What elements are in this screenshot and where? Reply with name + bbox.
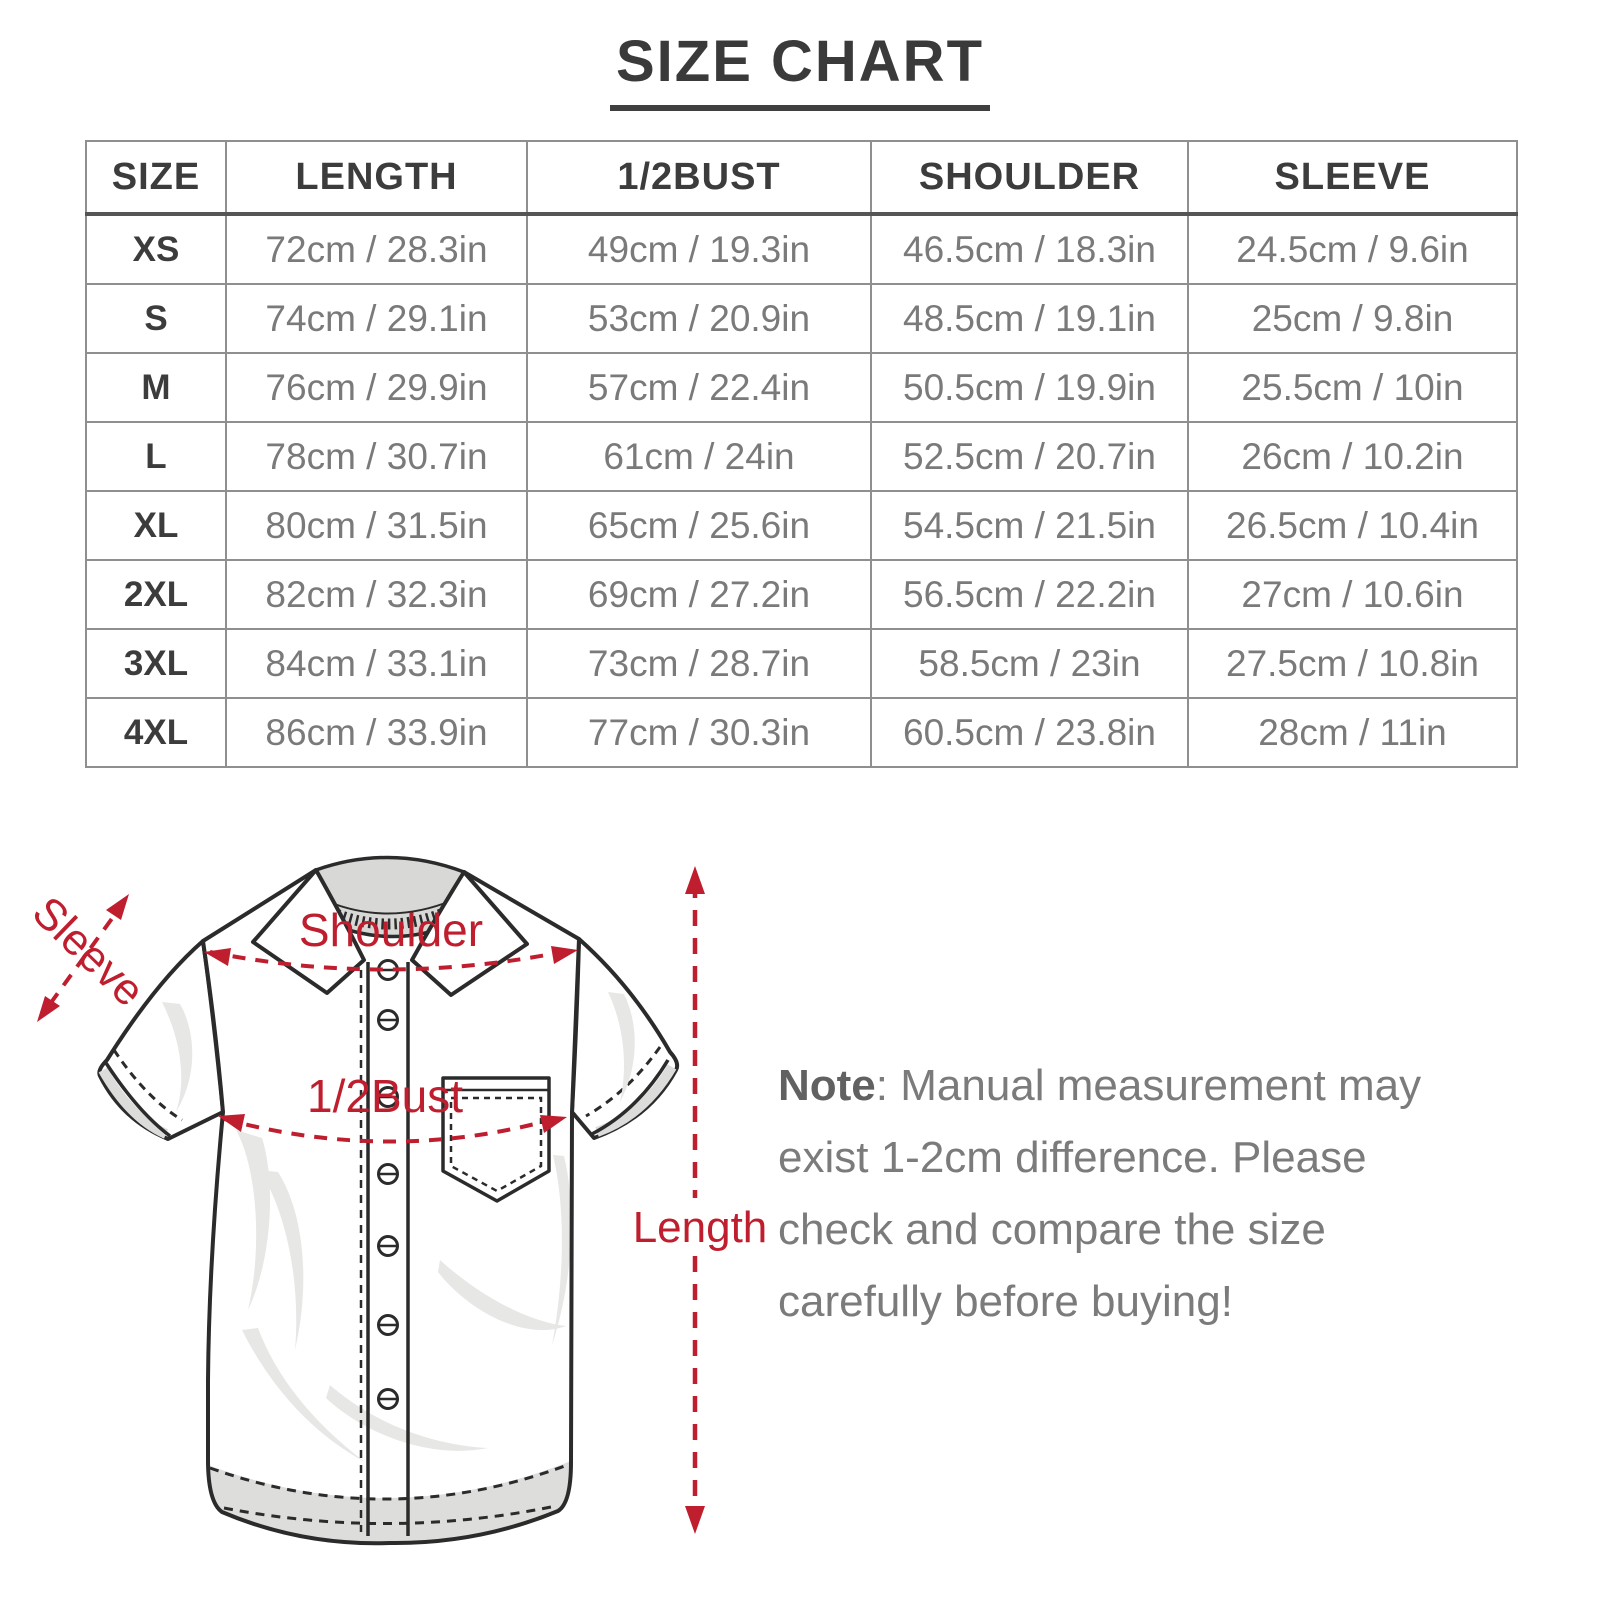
- page-title: SIZE CHART: [610, 28, 990, 111]
- value-cell: 77cm / 30.3in: [526, 697, 872, 768]
- shirt-body-outline: [201, 868, 581, 1546]
- value-cell: 73cm / 28.7in: [526, 628, 872, 699]
- table-row: 3XL 84cm / 33.1in 73cm / 28.7in 58.5cm / 23…: [85, 628, 1518, 699]
- value-cell: 84cm / 33.1in: [225, 628, 528, 699]
- value-cell: 60.5cm / 23.8in: [870, 697, 1189, 768]
- value-cell: 53cm / 20.9in: [526, 283, 872, 354]
- shirt-body: [203, 858, 579, 1544]
- column-header: SIZE: [85, 140, 227, 216]
- value-cell: 74cm / 29.1in: [225, 283, 528, 354]
- collar: [251, 868, 529, 997]
- value-cell: 76cm / 29.9in: [225, 352, 528, 423]
- table-row: L 78cm / 30.7in 61cm / 24in 52.5cm / 20.7in…: [85, 421, 1518, 492]
- table-row: 4XL 86cm / 33.9in 77cm / 30.3in 60.5cm / 23…: [85, 697, 1518, 768]
- note-label: Note: [778, 1061, 876, 1110]
- length-measure-arrow: [685, 866, 705, 1534]
- length-measure-label: Length: [633, 1203, 768, 1252]
- button-placket: [359, 962, 410, 1536]
- value-cell: 65cm / 25.6in: [526, 490, 872, 561]
- shirt-buttons: [377, 959, 399, 1410]
- fabric-wrinkles: [162, 992, 635, 1462]
- size-cell: L: [85, 421, 227, 492]
- note-text: : Manual measurement may: [875, 1061, 1422, 1110]
- column-header: SHOULDER: [870, 140, 1189, 216]
- size-cell: M: [85, 352, 227, 423]
- value-cell: 28cm / 11in: [1187, 697, 1518, 768]
- shirt-measurement-diagram: Sleeve Shoulder 1/2Bust Length: [23, 855, 768, 1546]
- value-cell: 26.5cm / 10.4in: [1187, 490, 1518, 561]
- shoulder-measure-label: Shoulder: [299, 904, 483, 956]
- value-cell: 49cm / 19.3in: [526, 213, 872, 285]
- value-cell: 26cm / 10.2in: [1187, 421, 1518, 492]
- note-line: carefully before buying!: [778, 1277, 1233, 1326]
- note-line: Note: Manual measurement may: [778, 1050, 1478, 1122]
- value-cell: 58.5cm / 23in: [870, 628, 1189, 699]
- value-cell: 25.5cm / 10in: [1187, 352, 1518, 423]
- shoulder-measure-arrow: [204, 946, 578, 972]
- value-cell: 54.5cm / 21.5in: [870, 490, 1189, 561]
- chest-pocket: [441, 1076, 551, 1203]
- column-header: LENGTH: [225, 140, 528, 216]
- value-cell: 69cm / 27.2in: [526, 559, 872, 630]
- value-cell: 27.5cm / 10.8in: [1187, 628, 1518, 699]
- value-cell: 48.5cm / 19.1in: [870, 283, 1189, 354]
- note-line: exist 1-2cm difference. Please: [778, 1133, 1367, 1182]
- column-header: 1/2BUST: [526, 140, 872, 216]
- sleeve-measure-arrow: [37, 894, 129, 1022]
- note-block: Note: Manual measurement may exist 1-2cm…: [778, 1050, 1478, 1338]
- value-cell: 50.5cm / 19.9in: [870, 352, 1189, 423]
- size-cell: XL: [85, 490, 227, 561]
- size-cell: XS: [85, 213, 227, 285]
- size-table-header-row: SIZE LENGTH 1/2BUST SHOULDER SLEEVE: [85, 140, 1518, 216]
- value-cell: 80cm / 31.5in: [225, 490, 528, 561]
- table-row: XL 80cm / 31.5in 65cm / 25.6in 54.5cm / 21.…: [85, 490, 1518, 561]
- value-cell: 86cm / 33.9in: [225, 697, 528, 768]
- value-cell: 78cm / 30.7in: [225, 421, 528, 492]
- note-line: check and compare the size: [778, 1205, 1326, 1254]
- size-cell: 2XL: [85, 559, 227, 630]
- table-row: S 74cm / 29.1in 53cm / 20.9in 48.5cm / 19.1…: [85, 283, 1518, 354]
- table-row: XS 72cm / 28.3in 49cm / 19.3in 46.5cm / 18.…: [85, 213, 1518, 285]
- table-row: 2XL 82cm / 32.3in 69cm / 27.2in 56.5cm / 22…: [85, 559, 1518, 630]
- size-table-body: XS 72cm / 28.3in 49cm / 19.3in 46.5cm / 18.…: [85, 213, 1518, 768]
- sleeve-measure-label: Sleeve: [23, 887, 154, 1016]
- value-cell: 82cm / 32.3in: [225, 559, 528, 630]
- bust-measure-label: 1/2Bust: [307, 1070, 463, 1122]
- size-table: SIZE LENGTH 1/2BUST SHOULDER SLEEVE XS 72cm /…: [85, 140, 1518, 768]
- value-cell: 72cm / 28.3in: [225, 213, 528, 285]
- column-header: SLEEVE: [1187, 140, 1518, 216]
- value-cell: 56.5cm / 22.2in: [870, 559, 1189, 630]
- value-cell: 61cm / 24in: [526, 421, 872, 492]
- size-cell: S: [85, 283, 227, 354]
- shirt-hem: [208, 1460, 571, 1544]
- value-cell: 52.5cm / 20.7in: [870, 421, 1189, 492]
- bust-measure-arrow: [218, 1114, 567, 1144]
- page-header: SIZE CHART: [0, 28, 1600, 111]
- value-cell: 27cm / 10.6in: [1187, 559, 1518, 630]
- value-cell: 57cm / 22.4in: [526, 352, 872, 423]
- size-cell: 3XL: [85, 628, 227, 699]
- value-cell: 24.5cm / 9.6in: [1187, 213, 1518, 285]
- size-cell: 4XL: [85, 697, 227, 768]
- value-cell: 25cm / 9.8in: [1187, 283, 1518, 354]
- value-cell: 46.5cm / 18.3in: [870, 213, 1189, 285]
- table-row: M 76cm / 29.9in 57cm / 22.4in 50.5cm / 19.9…: [85, 352, 1518, 423]
